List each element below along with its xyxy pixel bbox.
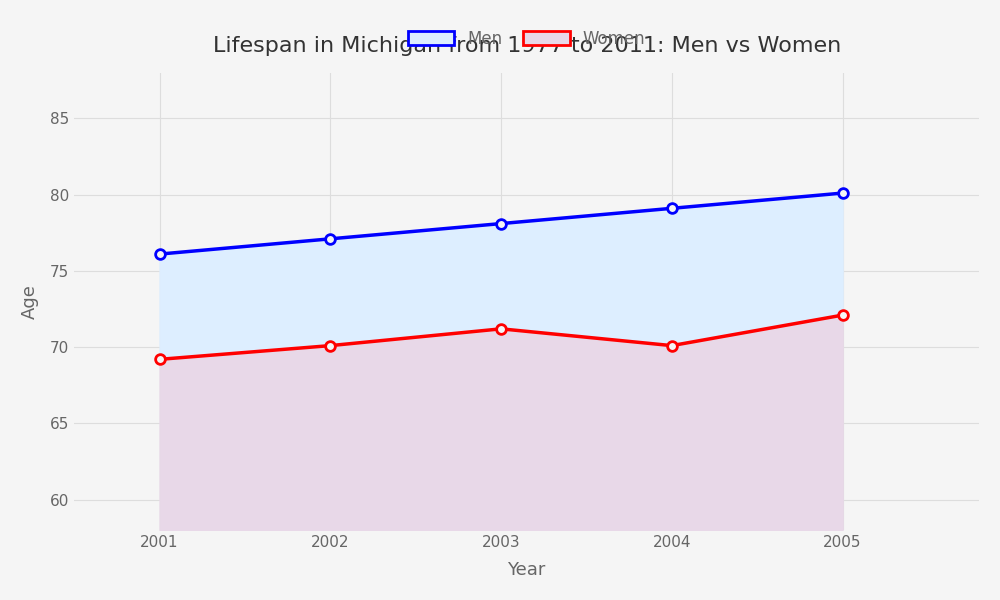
X-axis label: Year: Year	[507, 561, 546, 579]
Legend: Men, Women: Men, Women	[399, 22, 654, 56]
Y-axis label: Age: Age	[21, 284, 39, 319]
Title: Lifespan in Michigan from 1977 to 2011: Men vs Women: Lifespan in Michigan from 1977 to 2011: …	[213, 36, 841, 56]
